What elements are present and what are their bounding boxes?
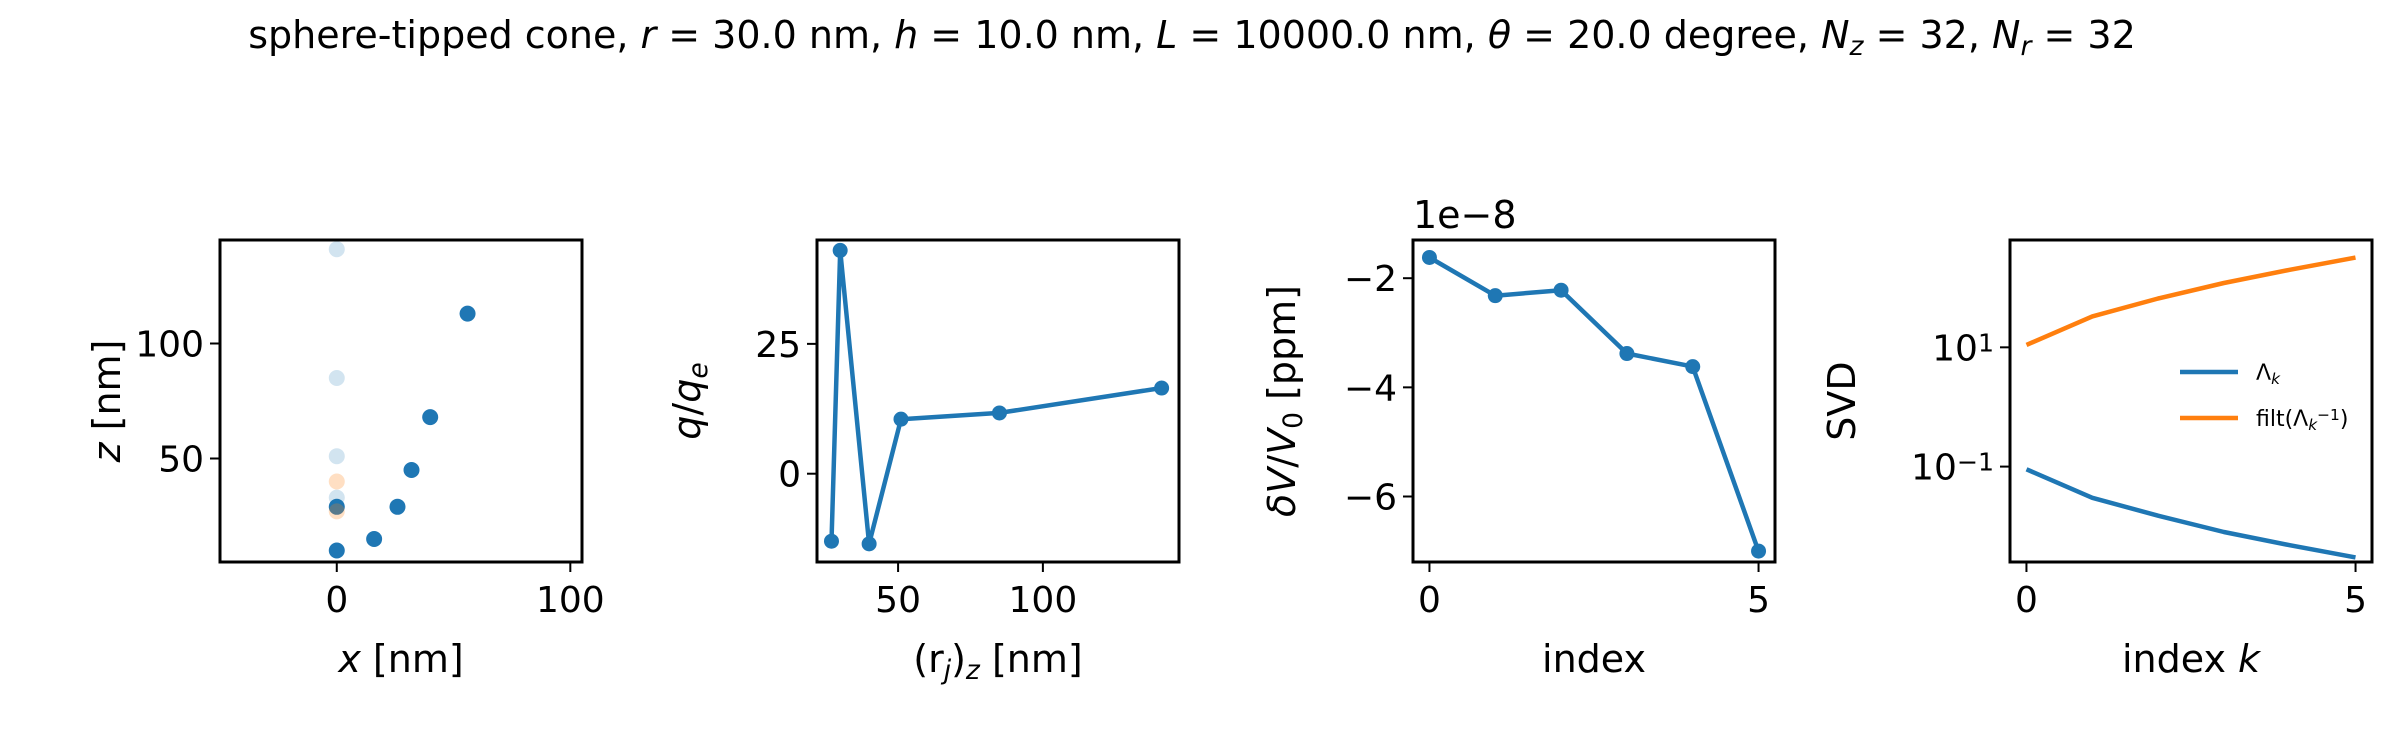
- data-point: [893, 411, 909, 427]
- series-line-2: [2025, 255, 2356, 347]
- y-axis-label: δV/V0 [ppm]: [1260, 285, 1309, 517]
- data-point: [1421, 249, 1437, 265]
- data-point: [832, 242, 848, 258]
- x-tick-label: 5: [1747, 580, 1770, 621]
- x-tick-label: 100: [1009, 580, 1078, 621]
- axes-frame: [218, 238, 584, 564]
- data-point: [991, 405, 1007, 421]
- data-point: [823, 533, 839, 549]
- legend: Λk filt(Λk−1): [2180, 361, 2348, 434]
- y-tick-label: 10−1: [1911, 447, 1994, 489]
- scatter-point: [366, 531, 383, 547]
- data-point: [1685, 359, 1701, 375]
- scatter-point: [328, 241, 345, 258]
- scatter-point: [328, 448, 345, 465]
- x-tick-label: 5: [2344, 580, 2367, 621]
- axes-frame: [1411, 238, 1777, 564]
- y-axis-label: q/qe: [665, 362, 714, 439]
- x-tick-label: 100: [536, 580, 605, 621]
- y-tick-label: 50: [158, 440, 204, 481]
- scatter-point: [328, 489, 345, 506]
- scatter-point: [328, 498, 345, 515]
- scatter-point: [403, 462, 420, 478]
- legend-label: filt(Λk−1): [2256, 406, 2348, 433]
- scatter-point: [459, 305, 476, 322]
- y-tick-label: 101: [1932, 328, 1994, 370]
- series-line-1: [2025, 467, 2356, 560]
- y-tick-label: −6: [1344, 478, 1397, 519]
- series-line-1: [1428, 255, 1761, 552]
- x-axis-label: x [nm]: [337, 637, 463, 681]
- x-axis-label: (rj)z [nm]: [913, 637, 1082, 686]
- data-point: [1553, 282, 1569, 298]
- x-tick-label: 0: [1418, 580, 1441, 621]
- panel-charge-positions: 0 100 50 100 x [nm] z [nm]: [85, 238, 605, 681]
- scatter-point: [328, 503, 345, 520]
- y-axis-label: z [nm]: [85, 340, 129, 464]
- y-tick-label: 0: [778, 455, 801, 496]
- y-tick-label: −4: [1344, 368, 1397, 409]
- axes-frame: [815, 238, 1181, 564]
- figure-title: sphere-tipped cone, r = 30.0 nm, h = 10.…: [248, 13, 2136, 62]
- y-tick-label: 100: [135, 325, 204, 366]
- y-offset-label: 1e−8: [1413, 193, 1517, 237]
- x-tick-label: 0: [325, 580, 348, 621]
- y-tick-label: 25: [755, 325, 801, 366]
- data-point: [861, 536, 877, 552]
- panel-charge-values: 50 100 0 25 (rj)z [nm] q/qe: [665, 238, 1181, 686]
- data-point: [1751, 543, 1767, 559]
- scatter-point: [328, 473, 345, 490]
- scatter-point: [328, 370, 345, 386]
- x-axis-label: index k: [2122, 637, 2262, 681]
- x-tick-label: 0: [2015, 580, 2038, 621]
- x-tick-label: 50: [875, 580, 921, 621]
- panel-relative-volume: 0 5 −6 −4 −2 index δV/V0 [ppm] 1e−8: [1260, 193, 1777, 681]
- panel-svd: 0 5 10−1 101 index k SVD Λk filt(Λk−1): [1820, 238, 2374, 681]
- scatter-point: [389, 498, 406, 515]
- axes-frame: [2008, 238, 2374, 564]
- data-point: [1487, 288, 1503, 304]
- y-axis-label: SVD: [1820, 361, 1864, 440]
- x-axis-label: index: [1542, 637, 1646, 681]
- scatter-point: [328, 542, 345, 559]
- data-point: [1154, 380, 1170, 396]
- data-point: [1619, 346, 1635, 362]
- legend-label: Λk: [2256, 361, 2281, 388]
- scatter-point: [422, 409, 439, 426]
- y-tick-label: −2: [1344, 259, 1397, 300]
- series-line-1: [829, 248, 1162, 547]
